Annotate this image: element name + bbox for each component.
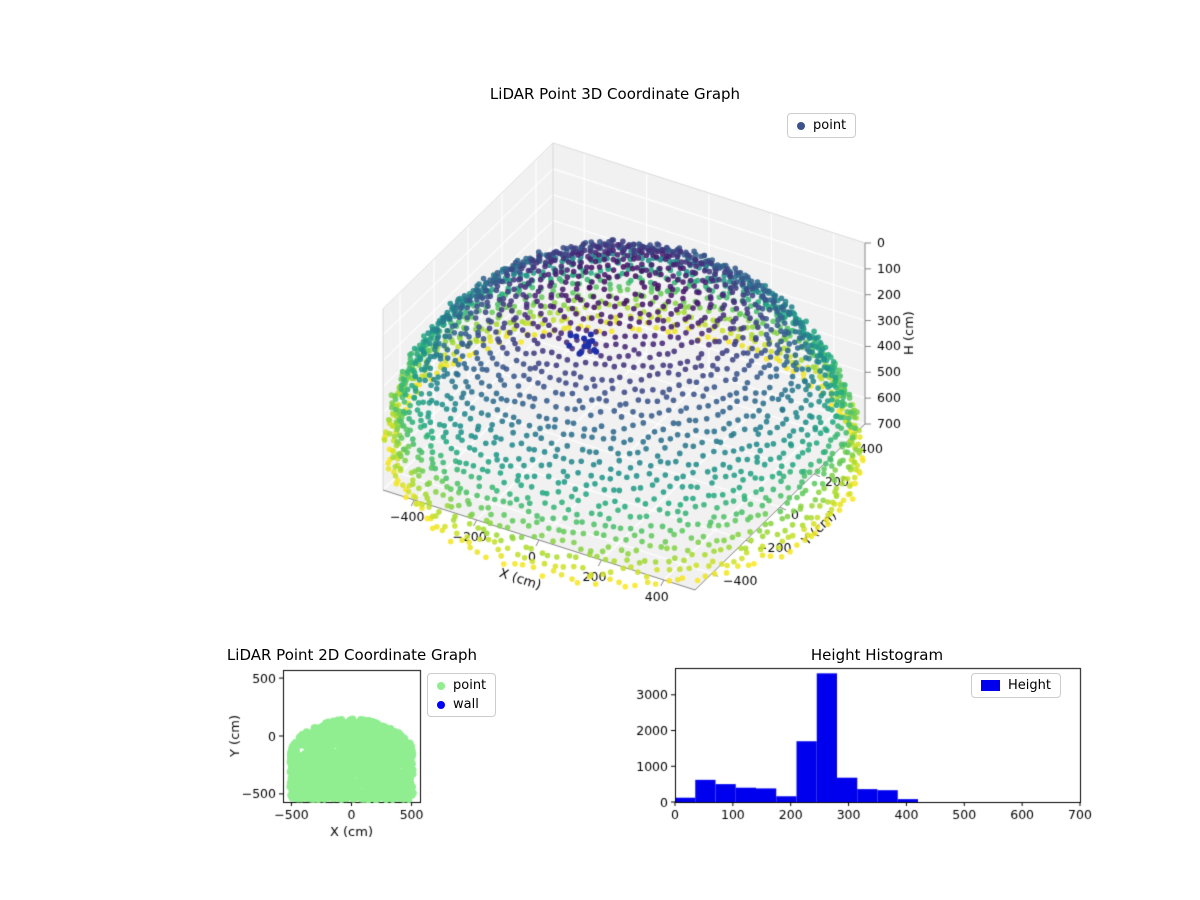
legend-item-wall-2d: wall [437,697,486,712]
legend-label-point-2d: point [453,678,487,693]
legend-label-wall-2d: wall [453,697,479,712]
plot2d-legend: point wall [427,673,497,717]
point-marker-2d [437,681,445,690]
height-swatch [981,680,1000,691]
plot3d-title: LiDAR Point 3D Coordinate Graph [489,85,741,103]
histogram-legend: Height [971,673,1061,698]
legend-item-point-2d: point [437,678,486,693]
histogram-title: Height Histogram [810,646,944,664]
legend-label-point-3d: point [813,118,847,133]
legend-item-point-3d: point [797,118,846,133]
wall-marker-2d [437,700,445,709]
plot2d-title: LiDAR Point 2D Coordinate Graph [226,646,478,664]
legend-item-height: Height [981,678,1051,693]
point-marker [797,121,805,130]
plot3d-legend: point [787,113,857,138]
legend-label-height: Height [1008,678,1051,693]
